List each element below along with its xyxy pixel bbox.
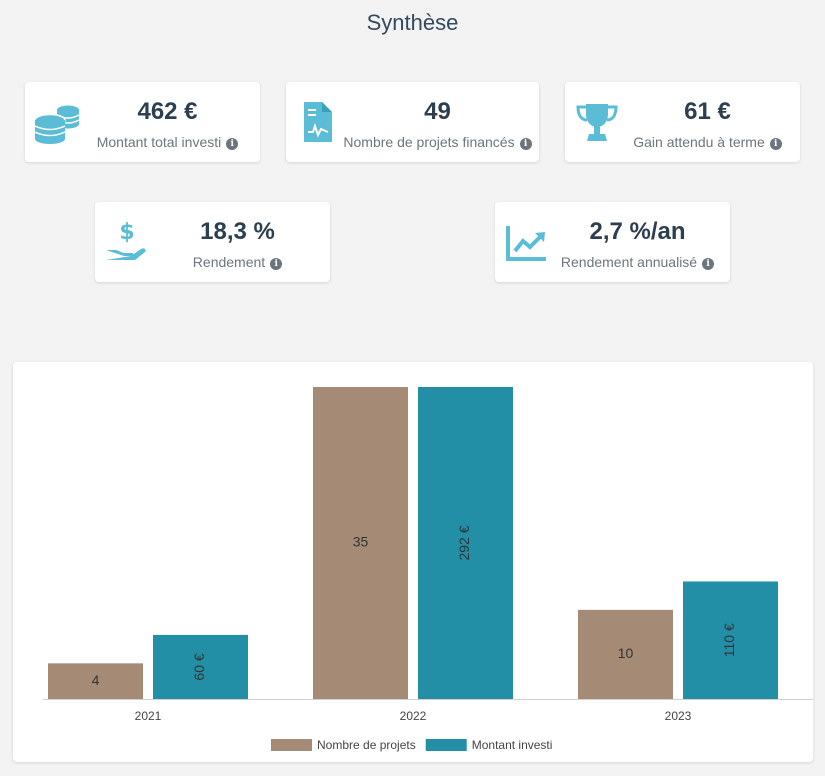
x-tick-label: 2021 — [135, 709, 162, 723]
bar-value-label: 292 € — [456, 525, 472, 560]
x-tick-label: 2022 — [400, 709, 427, 723]
x-tick-label: 2023 — [665, 709, 692, 723]
bar-projets-2021[interactable] — [48, 663, 143, 699]
chart-panel: 4 35 10 60 € 292 € 110 € 2021 2022 2023 Nombre de… — [13, 362, 813, 762]
stat-value: 18,3 % — [200, 218, 275, 245]
info-icon[interactable]: i — [702, 258, 715, 270]
info-icon[interactable]: i — [226, 138, 239, 150]
bar-projets-2023[interactable] — [578, 609, 673, 699]
stat-value: 61 € — [684, 98, 731, 125]
stat-card-rendement: $ 18,3 % Rendement i — [95, 202, 330, 282]
bar-value-label: 4 — [92, 672, 100, 688]
stat-card-gain-attendu: 61 € Gain attendu à terme i — [565, 82, 800, 162]
stat-card-nombre-projets: 49 Nombre de projets financés i — [286, 82, 539, 162]
bar-value-label: 60 € — [191, 653, 207, 680]
trophy-icon — [576, 104, 618, 141]
bar-montant-2023[interactable] — [683, 581, 778, 699]
info-icon[interactable]: i — [270, 258, 283, 270]
stat-value: 49 — [424, 98, 451, 125]
legend-label[interactable]: Montant investi — [472, 738, 553, 752]
stat-label: Montant total investi i — [81, 134, 254, 150]
stat-label: Rendement annualisé i — [551, 254, 724, 270]
stat-card-montant-total: 462 € Montant total investi i — [25, 82, 260, 162]
bar-montant-2022[interactable] — [418, 387, 513, 699]
document-icon — [304, 102, 332, 142]
info-icon[interactable]: i — [769, 138, 782, 150]
stat-card-rendement-annualise: 2,7 %/an Rendement annualisé i — [495, 202, 730, 282]
hand-dollar-icon: $ — [106, 220, 146, 260]
stat-label: Rendement i — [151, 254, 324, 270]
stat-label: Nombre de projets financés i — [342, 134, 533, 150]
legend-swatch[interactable] — [271, 739, 312, 751]
bar-value-label: 110 € — [721, 623, 737, 657]
svg-text:$: $ — [119, 220, 134, 245]
legend-label[interactable]: Nombre de projets — [317, 738, 416, 752]
bar-projets-2022[interactable] — [313, 387, 408, 699]
bar-chart: 4 35 10 60 € 292 € 110 € 2021 2022 2023 Nombre de… — [43, 387, 813, 752]
stat-value: 2,7 %/an — [589, 218, 686, 245]
info-icon[interactable]: i — [519, 138, 532, 150]
coins-icon — [35, 105, 79, 144]
page-title: Synthèse — [366, 10, 459, 35]
legend-swatch[interactable] — [425, 739, 467, 751]
chart-line-icon — [506, 226, 546, 261]
bar-montant-2021[interactable] — [153, 634, 248, 699]
stat-value: 462 € — [137, 98, 198, 125]
stat-label: Gain attendu à terme i — [621, 134, 794, 150]
bar-value-label: 35 — [353, 534, 369, 550]
bar-value-label: 10 — [618, 645, 634, 661]
